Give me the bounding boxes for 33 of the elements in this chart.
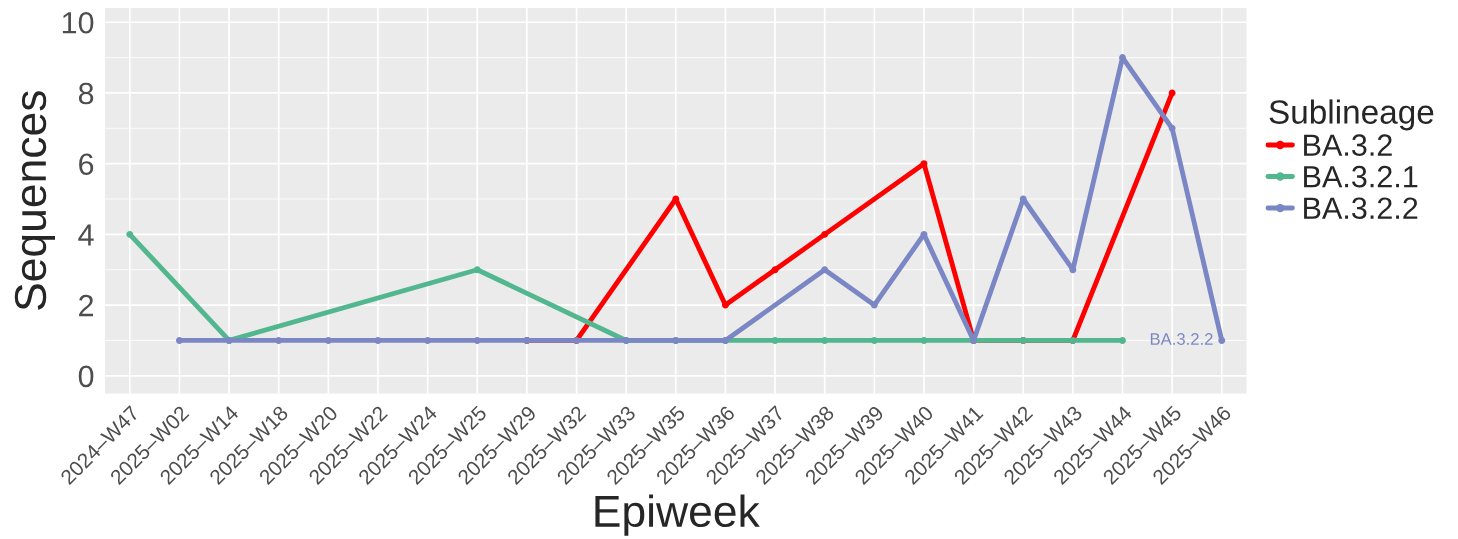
point <box>771 266 779 274</box>
point <box>920 336 928 344</box>
point <box>175 336 183 344</box>
point <box>870 301 878 309</box>
point <box>424 336 432 344</box>
legend-title: Sublineage <box>1269 99 1434 131</box>
point <box>821 230 829 238</box>
y-tick-label: 4 <box>78 224 94 246</box>
point <box>821 266 829 274</box>
point <box>1069 266 1077 274</box>
y-tick-label: 10 <box>62 11 94 34</box>
point <box>473 336 481 344</box>
point <box>771 336 779 344</box>
legend-label: BA.3.2.2 <box>1304 197 1418 220</box>
point <box>473 266 481 274</box>
legend-label: BA.3.2.1 <box>1304 165 1418 188</box>
point <box>374 336 382 344</box>
y-axis-title: Sequences <box>14 91 56 310</box>
point <box>1218 336 1226 344</box>
annotation: BA.3.2.2 <box>1150 333 1213 345</box>
point <box>275 336 283 344</box>
point <box>870 336 878 344</box>
y-tick-label: 2 <box>79 294 94 317</box>
y-tick-label: 6 <box>79 153 94 176</box>
point <box>1168 124 1176 132</box>
point <box>324 336 332 344</box>
x-axis-title: Epiweek <box>595 494 760 536</box>
y-tick-label: 8 <box>78 82 94 105</box>
point <box>1119 336 1126 344</box>
legend-label: BA.3.2 <box>1304 134 1392 156</box>
point <box>821 336 829 344</box>
y-tick-label: 0 <box>78 365 94 388</box>
point <box>126 230 134 238</box>
